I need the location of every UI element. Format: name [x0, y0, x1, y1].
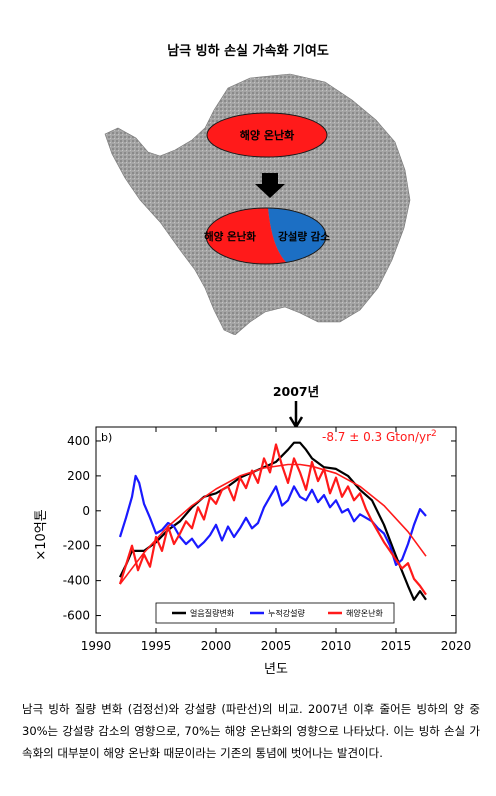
- series-layer: [118, 441, 427, 601]
- y-tick-label: 0: [82, 504, 90, 518]
- x-axis-label: 년도: [264, 662, 288, 677]
- x-tick-label: 2020: [441, 639, 472, 653]
- top-ellipse-label: 해양 온난화: [240, 128, 294, 142]
- y-tick-label: -200: [63, 539, 90, 553]
- antarctica-map: [104, 73, 411, 335]
- annotation-arrow-icon: [288, 401, 304, 430]
- series-trend-line: [119, 463, 427, 585]
- x-tick-label: 2015: [381, 639, 412, 653]
- bottom-right-label: 강설량 감소: [278, 230, 330, 243]
- y-axis: 400 200 0 -200 -400 -600: [63, 434, 456, 623]
- legend-label: 누적강설량: [268, 608, 305, 618]
- antarctica-diagram: 해양 온난화 해양 온난화 강설량 감소: [104, 73, 411, 335]
- x-tick-label: 2000: [201, 639, 232, 653]
- legend-label: 해양온난화: [346, 608, 383, 618]
- down-arrow-icon: [255, 173, 285, 198]
- bottom-left-label: 해양 온난화: [204, 230, 256, 243]
- series-line-2: [118, 443, 427, 596]
- y-tick-label: 200: [67, 469, 90, 483]
- y-axis-label: ×10억톤: [34, 509, 49, 560]
- diagram-title: 남극 빙하 손실 가속화 기여도: [167, 44, 329, 59]
- trend-text: -8.7 ± 0.3 Gton/yr2: [322, 429, 437, 444]
- y-tick-label: -400: [63, 574, 90, 588]
- legend-label: 얼음질량변화: [190, 608, 235, 618]
- caption: 남극 빙하 질량 변화 (검정선)와 강설량 (파란선)의 비교. 2007년 …: [22, 702, 480, 760]
- x-tick-label: 2010: [321, 639, 352, 653]
- plot-area: [95, 426, 457, 634]
- ocean-warming-ellipse: [206, 112, 328, 158]
- x-tick-label: 2005: [261, 639, 292, 653]
- panel-label: b): [101, 431, 112, 444]
- x-tick-label: 1995: [141, 639, 172, 653]
- annotation-year: 2007년: [273, 384, 319, 399]
- y-tick-label: 400: [67, 434, 90, 448]
- x-axis: 1990 1995 2000 2005 2010 2015 2020: [81, 427, 472, 653]
- legend: 얼음질량변화 누적강설량 해양온난화: [155, 602, 395, 624]
- y-tick-label: -600: [63, 609, 90, 623]
- x-tick-label: 1990: [81, 639, 112, 653]
